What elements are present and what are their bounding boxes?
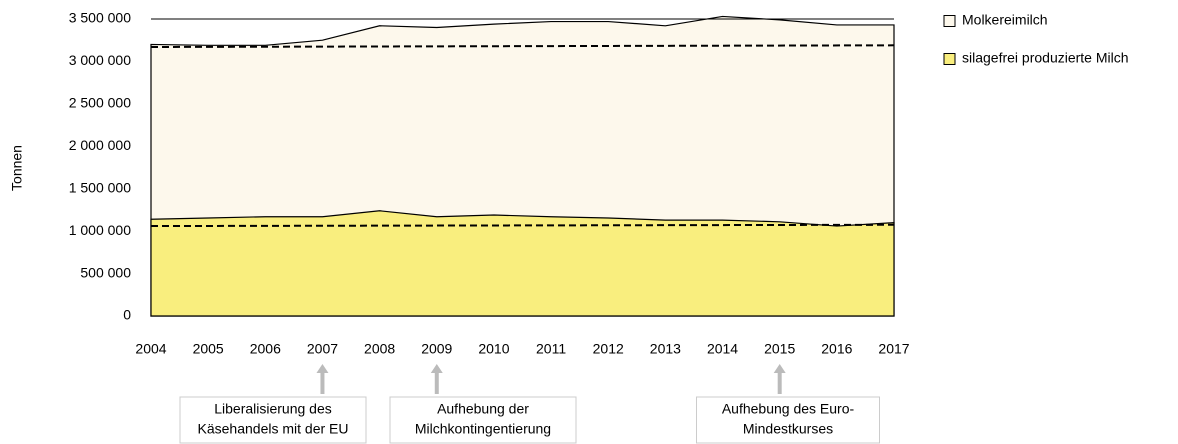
annotation-text: Milchkontingentierung: [415, 421, 551, 437]
x-tick-label: 2006: [250, 341, 281, 357]
annotation-arrowhead: [430, 364, 443, 373]
y-axis-label: Tonnen: [9, 145, 25, 191]
x-tick-label: 2009: [421, 341, 452, 357]
x-tick-label: 2005: [193, 341, 224, 357]
annotation-text: Liberalisierung des: [214, 401, 332, 417]
x-tick-label: 2016: [821, 341, 852, 357]
x-tick-label: 2013: [650, 341, 681, 357]
x-tick-label: 2004: [135, 341, 166, 357]
y-tick-label: 2 500 000: [69, 95, 131, 111]
annotation-text: Aufhebung der: [437, 401, 529, 417]
x-tick-label: 2007: [307, 341, 338, 357]
legend-swatch: [943, 53, 956, 65]
legend-swatch: [943, 15, 956, 27]
legend-label: silagefrei produzierte Milch: [962, 50, 1129, 66]
x-tick-label: 2014: [707, 341, 738, 357]
x-tick-label: 2010: [478, 341, 509, 357]
annotation-box: [696, 396, 880, 444]
y-tick-label: 2 000 000: [69, 137, 131, 153]
area: [150, 210, 895, 317]
annotation-text: Aufhebung des Euro-: [722, 401, 855, 417]
x-tick-label: 2008: [364, 341, 395, 357]
annotation-arrowhead: [773, 364, 786, 373]
legend-label: Molkereimilch: [962, 12, 1048, 28]
y-tick-label: 1 500 000: [69, 179, 131, 195]
trend-line: [150, 223, 895, 228]
annotation-arrowhead: [316, 364, 329, 373]
x-tick-label: 2017: [878, 341, 909, 357]
y-tick-label: 1 000 000: [69, 222, 131, 238]
trend-line: [150, 44, 895, 49]
y-tick-label: 500 000: [80, 264, 131, 280]
x-tick-label: 2015: [764, 341, 795, 357]
annotation-text: Käsehandels mit der EU: [198, 421, 349, 437]
x-tick-label: 2012: [593, 341, 624, 357]
annotation-box: [389, 396, 577, 444]
annotation-text: Mindestkurses: [743, 421, 833, 437]
y-tick-label: 3 500 000: [69, 10, 131, 26]
y-tick-label: 3 000 000: [69, 52, 131, 68]
y-tick-label: 0: [123, 307, 131, 323]
annotation-box: [179, 396, 367, 444]
x-tick-label: 2011: [536, 341, 566, 357]
